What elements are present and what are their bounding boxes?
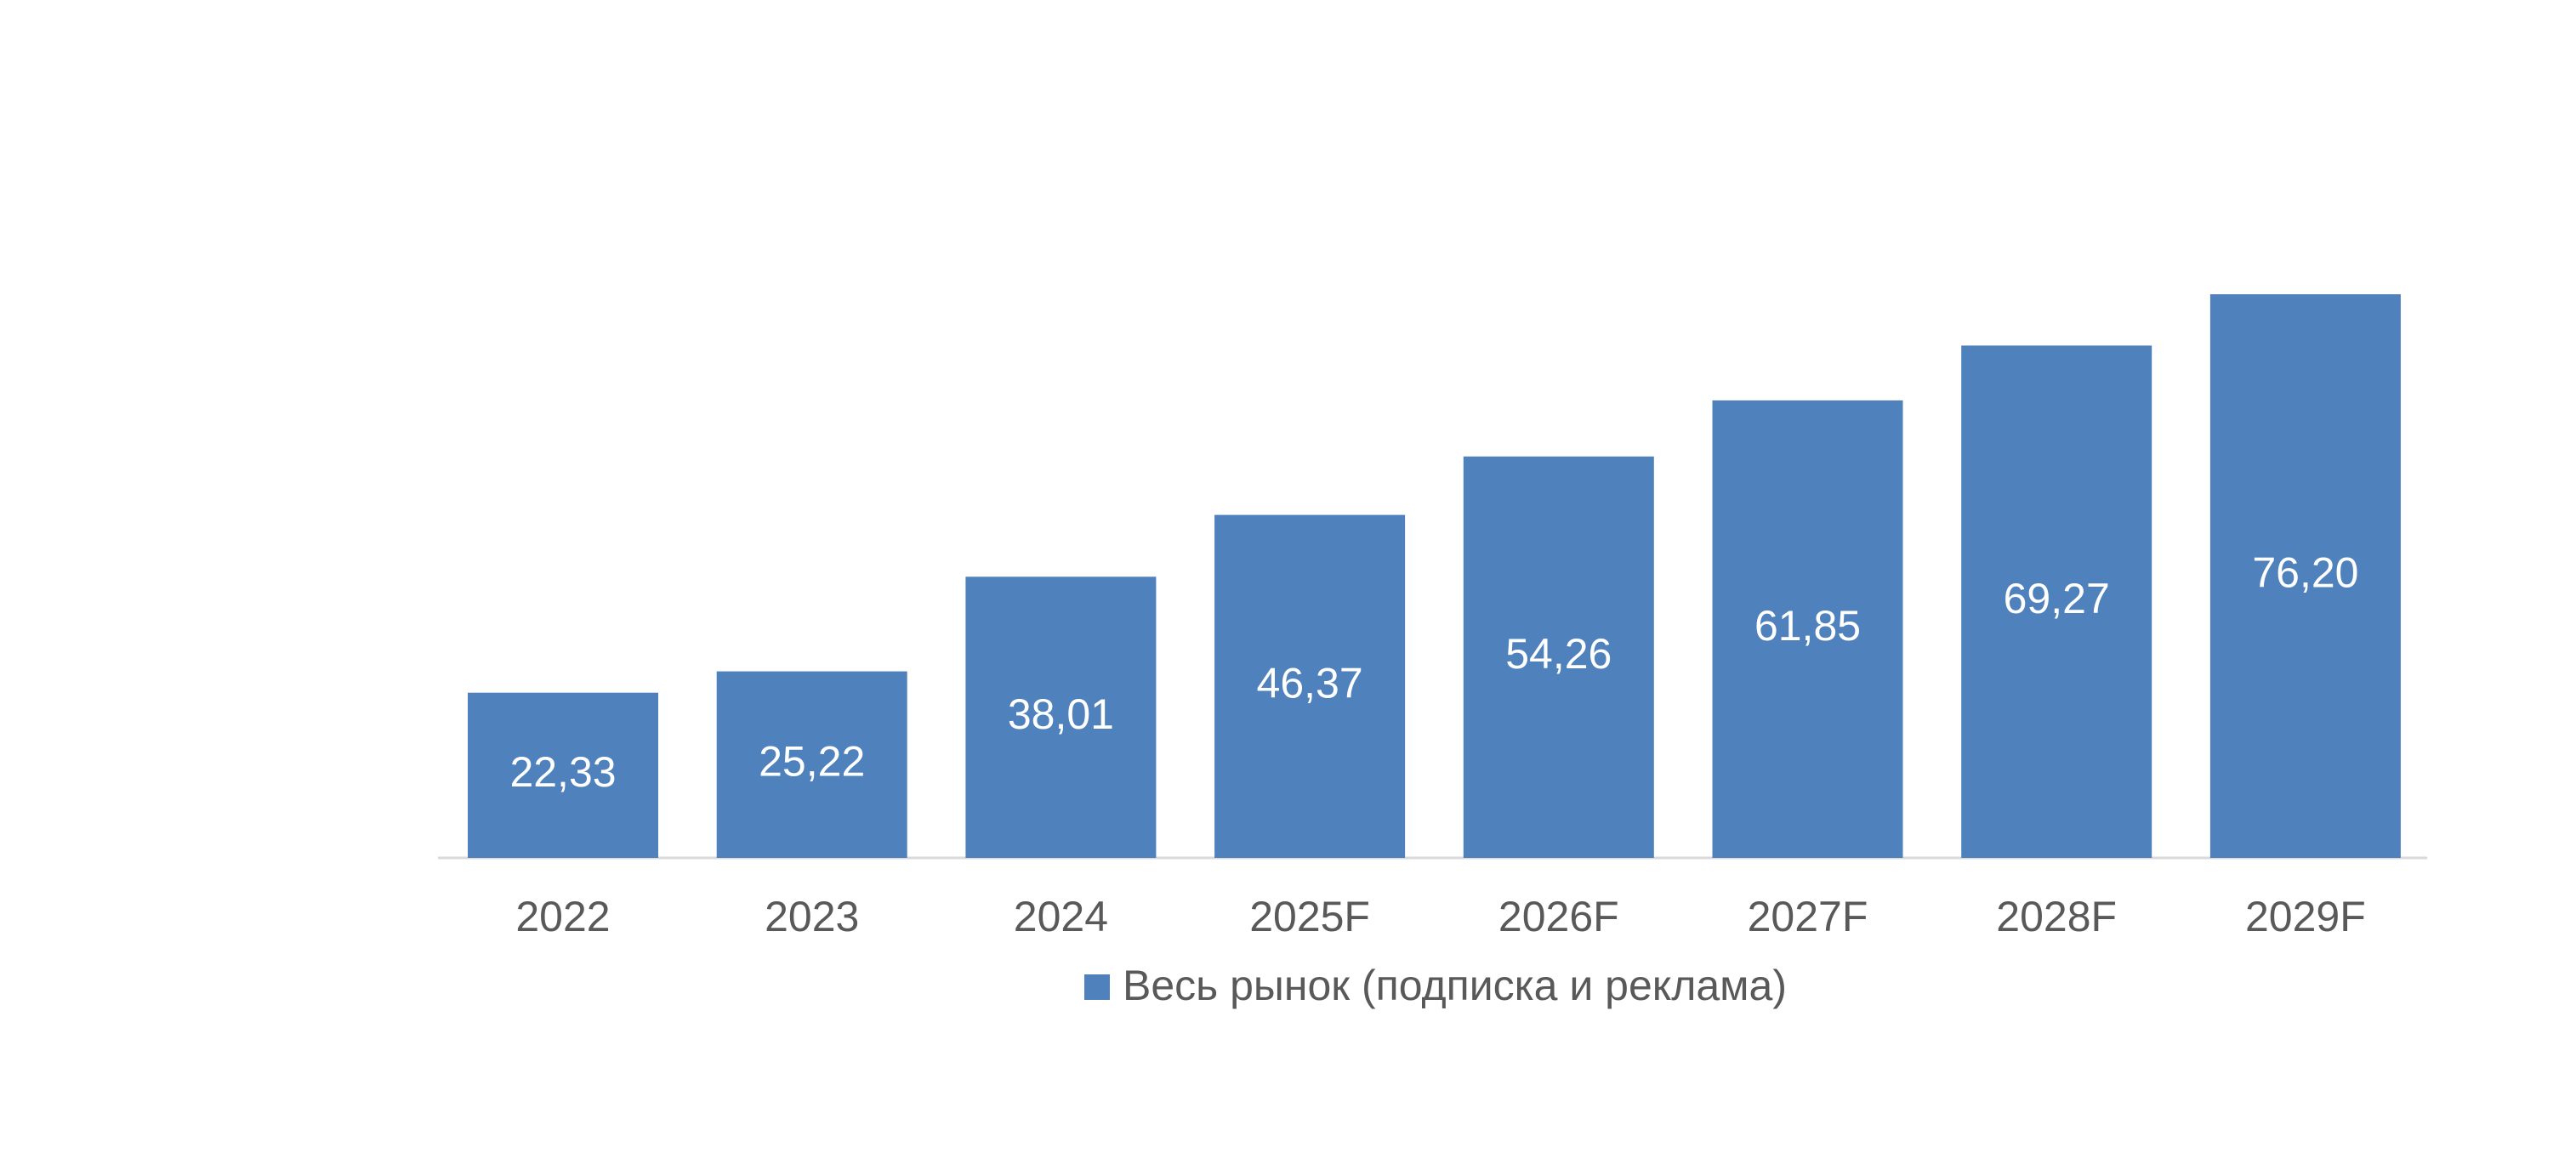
data-label-2024: 38,01 [1008,690,1114,738]
x-tick-label-2028F: 2028F [1996,893,2117,940]
x-tick-label-2023: 2023 [765,893,859,940]
x-tick-label-2026F: 2026F [1498,893,1619,940]
data-label-2023: 25,22 [759,738,865,786]
data-label-2026F: 54,26 [1505,630,1612,678]
legend-swatch [1084,974,1110,1000]
legend-label: Весь рынок (подписка и реклама) [1123,962,1787,1009]
bars-group [468,294,2401,859]
x-tick-label-2025F: 2025F [1249,893,1370,940]
x-tick-label-2024: 2024 [1014,893,1108,940]
bar-2025F [1214,514,1406,858]
x-tick-label-2022: 2022 [515,893,610,940]
x-tick-label-2027F: 2027F [1748,893,1868,940]
bar-2027F [1712,400,1903,858]
data-labels-group: 22,33 25,22 38,01 46,37 54,26 61,85 69,27 76,20 [509,549,2358,796]
data-label-2027F: 61,85 [1754,602,1861,650]
bar-2026F [1463,456,1654,858]
x-tick-labels-group: 2022 2023 2024 2025F 2026F 2027F 2028F 2029F [515,893,2365,940]
bar-2022 [468,692,658,858]
bar-2028F [1961,345,2152,858]
data-label-2029F: 76,20 [2252,549,2358,597]
bar-2023 [716,671,907,858]
data-label-2022: 22,33 [509,748,616,796]
bar-2024 [965,576,1157,858]
x-tick-label-2029F: 2029F [2245,893,2366,940]
data-label-2028F: 69,27 [2004,575,2110,622]
bar-2029F [2209,294,2401,859]
legend: Весь рынок (подписка и реклама) [1084,962,1787,1009]
data-label-2025F: 46,37 [1257,660,1363,707]
